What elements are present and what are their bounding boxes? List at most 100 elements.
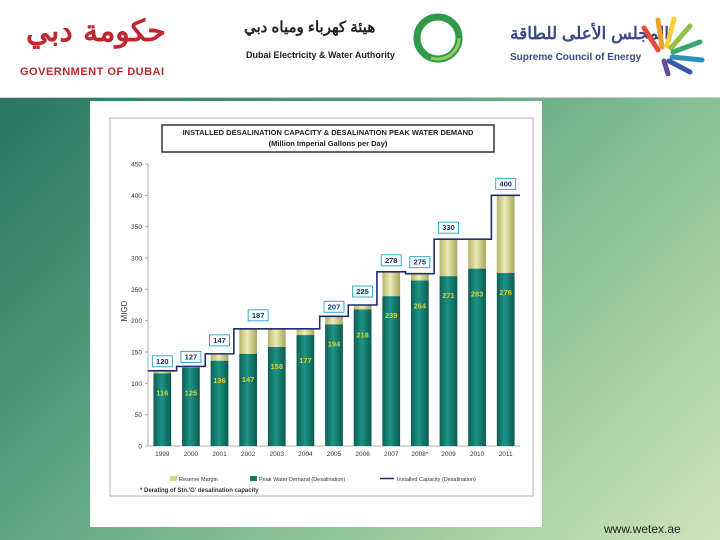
supreme-council-of-energy-logo: المجلس الأعلى للطاقة Supreme Council of … [510, 14, 710, 84]
x-tick-label: 2006 [355, 451, 370, 458]
capacity-callout-box [180, 350, 202, 363]
capacity-callout-box [409, 256, 431, 269]
demand-data-label: 218 [356, 330, 369, 339]
chart-legend: Reserve Margin Peak Water Demand (Desali… [140, 476, 476, 494]
peak-demand-bar [267, 346, 286, 446]
capacity-data-label: 400 [499, 179, 512, 188]
reserve-margin-bar [439, 239, 458, 277]
x-tick-label: 2000 [184, 451, 199, 458]
demand-data-label: 283 [471, 290, 484, 299]
peak-demand-bar [353, 309, 372, 446]
reserve-margin-bar [353, 305, 372, 310]
demand-data-label: 116 [156, 388, 168, 397]
demand-data-label: 271 [442, 291, 455, 300]
y-tick-label: 250 [131, 287, 142, 294]
peak-demand-bar [239, 353, 258, 446]
y-tick-label: 150 [131, 350, 142, 357]
sce-logo-english: Supreme Council of Energy [510, 52, 642, 63]
footer-url[interactable]: www.wetex.ae [604, 522, 681, 536]
x-tick-label: 2003 [270, 451, 285, 458]
capacity-callout-box [352, 285, 374, 298]
capacity-callout-box [209, 334, 230, 347]
x-tick-label: 2010 [470, 451, 485, 458]
reserve-margin-bar [153, 370, 172, 374]
demand-data-label: 158 [271, 362, 284, 371]
chart-subtitle: (Million Imperial Gallons per Day) [269, 139, 388, 148]
capacity-data-label: 225 [356, 287, 369, 296]
peak-demand-bar [182, 367, 200, 446]
x-tick-label: 2009 [441, 451, 456, 458]
capacity-data-label: 330 [442, 223, 455, 232]
chart-panel [109, 117, 534, 497]
capacity-callout-box [495, 177, 517, 190]
reserve-margin-bar [410, 273, 429, 281]
dewa-logo-english: Dubai Electricity & Water Authority [246, 50, 395, 60]
dewa-logo: هيئة كهرباء ومياه دبي Dubai Electricity … [244, 10, 474, 80]
demand-data-label: 194 [328, 339, 341, 348]
gov-logo-arabic: حكومة دبي [26, 14, 166, 49]
sce-logo-arabic: المجلس الأعلى للطاقة [510, 24, 669, 43]
sce-burst-icon [641, 16, 705, 76]
y-tick-label: 400 [131, 193, 142, 200]
dewa-logo-arabic: هيئة كهرباء ومياه دبي [244, 19, 376, 36]
demand-data-label: 177 [299, 356, 312, 365]
capacity-data-label: 275 [414, 258, 427, 267]
y-tick-label: 200 [131, 318, 142, 325]
installed-capacity-line [148, 194, 520, 372]
chart-footnote: * Derating of Stn.'G' desalination capac… [140, 488, 259, 494]
y-tick-label: 50 [135, 412, 143, 419]
demand-data-label: 147 [242, 375, 255, 384]
x-tick-label: 2004 [298, 451, 313, 458]
reserve-margin-bar [496, 195, 515, 274]
legend-peak-demand: Peak Water Demand (Desalination) [259, 477, 345, 483]
reserve-margin-bar [239, 328, 258, 354]
chart-title: INSTALLED DESALINATION CAPACITY & DESALI… [183, 128, 474, 137]
y-tick-label: 450 [131, 162, 142, 169]
reserve-margin-bar [382, 271, 401, 297]
capacity-callout-box [438, 221, 459, 234]
y-axis-label: MIGD [120, 300, 129, 321]
capacity-callout-box [247, 309, 269, 322]
reserve-margin-bar [296, 328, 315, 336]
capacity-callout-box [323, 300, 345, 313]
demand-data-label: 239 [385, 311, 398, 320]
peak-demand-bar [468, 268, 486, 446]
y-tick-label: 0 [138, 444, 142, 451]
x-tick-label: 2008* [411, 451, 428, 458]
reserve-margin-bar [468, 239, 486, 269]
capacity-callout-box [380, 254, 402, 267]
x-tick-label: 1999 [155, 451, 170, 458]
capacity-data-label: 207 [328, 302, 341, 311]
y-tick-label: 300 [131, 256, 142, 263]
capacity-data-label: 278 [385, 256, 398, 265]
reserve-margin-bar [325, 316, 343, 325]
peak-demand-bar [210, 360, 229, 446]
reserve-margin-bar [267, 328, 286, 347]
peak-demand-bar [410, 280, 429, 446]
legend-swatch-demand [250, 476, 257, 481]
desalination-chart: INSTALLED DESALINATION CAPACITY & DESALI… [109, 117, 534, 497]
gov-logo-english: GOVERNMENT OF DUBAI [20, 66, 165, 78]
x-tick-label: 2007 [384, 451, 399, 458]
capacity-data-label: 127 [185, 352, 198, 361]
x-tick-label: 2005 [327, 451, 342, 458]
header-bar: حكومة دبي GOVERNMENT OF DUBAI هيئة كهربا… [0, 0, 720, 98]
peak-demand-bar [439, 276, 458, 446]
chart-frame: INSTALLED DESALINATION CAPACITY & DESALI… [90, 101, 542, 527]
x-tick-label: 2002 [241, 451, 256, 458]
reserve-margin-bar [210, 353, 229, 361]
capacity-callout-box [151, 355, 173, 368]
plot-area: 0 50 100 150 200 250 300 350 400 450 1999 2000 2001 2… [131, 162, 520, 458]
y-tick-label: 100 [131, 381, 142, 388]
x-tick-label: 2001 [212, 451, 227, 458]
peak-demand-bar [325, 324, 343, 446]
demand-data-label: 276 [499, 288, 512, 297]
capacity-data-label: 147 [213, 336, 226, 345]
dewa-ring-icon [413, 13, 463, 63]
demand-data-label: 264 [414, 302, 427, 311]
legend-installed-capacity: Installed Capacity (Desalination) [397, 477, 476, 483]
demand-data-label: 136 [213, 376, 226, 385]
government-of-dubai-logo: حكومة دبي GOVERNMENT OF DUBAI [18, 14, 168, 84]
capacity-data-label: 187 [252, 311, 265, 320]
demand-data-label: 125 [185, 389, 198, 398]
